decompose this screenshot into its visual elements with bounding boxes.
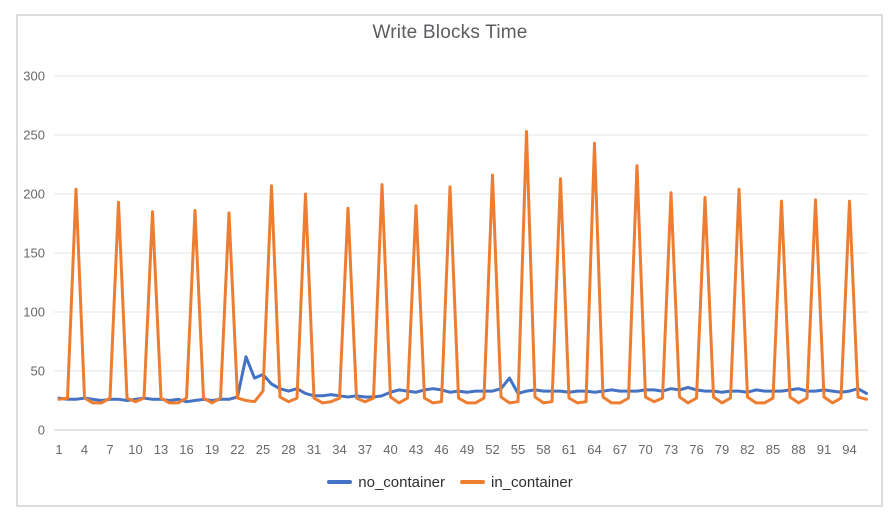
x-tick-label: 43 xyxy=(409,442,423,457)
y-tick-label: 150 xyxy=(23,246,45,261)
y-tick-label: 250 xyxy=(23,128,45,143)
series-line-in_container xyxy=(57,130,868,405)
x-tick-label: 82 xyxy=(740,442,754,457)
x-tick-label: 1 xyxy=(55,442,62,457)
chart-card xyxy=(16,14,883,507)
x-tick-label: 64 xyxy=(587,442,601,457)
x-tick-label: 91 xyxy=(817,442,831,457)
legend-label-in-container: in_container xyxy=(491,473,573,491)
y-tick-label: 50 xyxy=(31,364,45,379)
x-tick-label: 10 xyxy=(128,442,142,457)
x-tick-label: 88 xyxy=(791,442,805,457)
x-tick-label: 67 xyxy=(613,442,627,457)
x-tick-label: 58 xyxy=(536,442,550,457)
in-container-line-swatch xyxy=(460,480,485,484)
x-tick-label: 25 xyxy=(256,442,270,457)
legend-item-no-container: no_container xyxy=(327,474,445,491)
x-tick-label: 85 xyxy=(766,442,780,457)
y-tick-label: 300 xyxy=(23,69,45,84)
legend-item-in-container: in_container xyxy=(460,474,573,491)
x-tick-label: 49 xyxy=(460,442,474,457)
y-tick-label: 200 xyxy=(23,187,45,202)
legend-label-no-container: no_container xyxy=(358,473,445,491)
x-tick-label: 4 xyxy=(81,442,88,457)
x-tick-label: 40 xyxy=(383,442,397,457)
x-tick-label: 34 xyxy=(332,442,346,457)
x-tick-label: 55 xyxy=(511,442,525,457)
x-tick-label: 31 xyxy=(307,442,321,457)
chart-legend: no_container in_container xyxy=(17,473,883,491)
x-tick-label: 70 xyxy=(638,442,652,457)
x-tick-label: 16 xyxy=(179,442,193,457)
x-tick-label: 22 xyxy=(230,442,244,457)
x-tick-label: 37 xyxy=(358,442,372,457)
x-tick-label: 94 xyxy=(842,442,856,457)
x-tick-label: 73 xyxy=(664,442,678,457)
no-container-line-swatch xyxy=(327,480,353,484)
x-tick-label: 52 xyxy=(485,442,499,457)
x-tick-label: 19 xyxy=(205,442,219,457)
x-tick-label: 61 xyxy=(562,442,576,457)
x-tick-label: 76 xyxy=(689,442,703,457)
chart-title: Write Blocks Time xyxy=(372,22,528,43)
x-tick-label: 13 xyxy=(154,442,168,457)
y-tick-label: 100 xyxy=(23,305,45,320)
x-tick-label: 28 xyxy=(281,442,295,457)
x-tick-label: 7 xyxy=(106,442,113,457)
x-tick-label: 46 xyxy=(434,442,448,457)
y-tick-label: 0 xyxy=(38,423,45,438)
x-tick-label: 79 xyxy=(715,442,729,457)
